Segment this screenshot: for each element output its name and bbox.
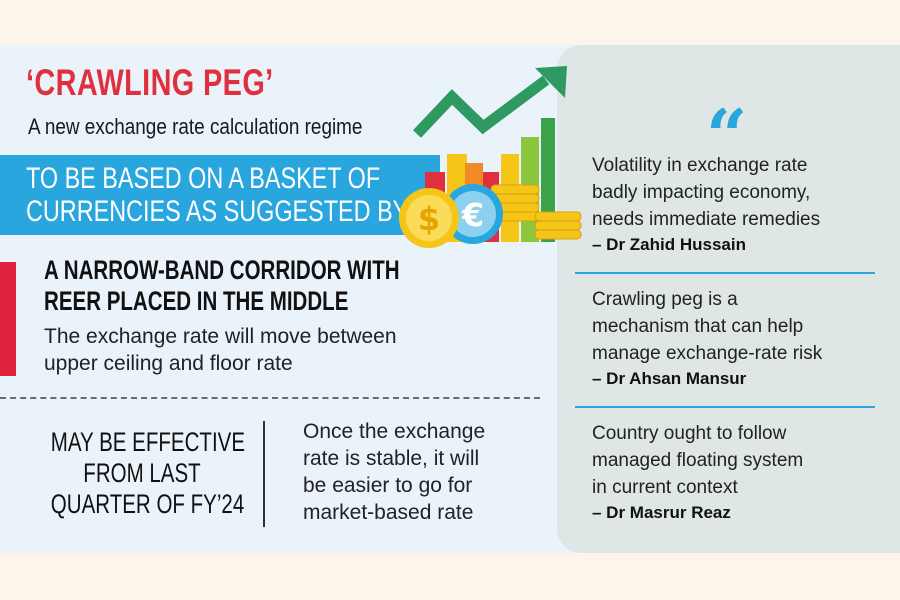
banner-line-2: CURRENCIES AS SUGGESTED BY IMF: [26, 195, 455, 228]
quote-zahid-hussain: Volatility in exchange rate badly impact…: [592, 152, 892, 256]
corridor-title-line-1: A NARROW-BAND CORRIDOR WITH: [44, 255, 400, 285]
corridor-body-line-1: The exchange rate will move between: [44, 325, 397, 348]
corridor-description: The exchange rate will move between uppe…: [44, 323, 397, 377]
stable-rate-note: Once the exchange rate is stable, it wil…: [303, 418, 485, 526]
corridor-title-line-2: REER PLACED IN THE MIDDLE: [44, 286, 349, 316]
quotes-panel: [557, 45, 900, 553]
banner-line-1: TO BE BASED ON A BASKET OF: [26, 162, 381, 195]
basket-banner: [0, 155, 440, 235]
stable-line-3: be easier to go for: [303, 474, 473, 497]
quote-author: – Dr Zahid Hussain: [592, 235, 746, 254]
quote-text-line: mechanism that can help: [592, 316, 804, 337]
accent-bar: [0, 262, 16, 376]
subheading: A new exchange rate calculation regime: [28, 114, 363, 139]
dashed-divider: [0, 397, 540, 399]
stable-line-2: rate is stable, it will: [303, 447, 480, 470]
quote-text-line: Country ought to follow: [592, 423, 787, 444]
quote-text-line: in current context: [592, 477, 738, 498]
corridor-body-line-2: upper ceiling and floor rate: [44, 352, 293, 375]
vertical-divider: [263, 421, 265, 527]
euro-coin-icon: €: [443, 184, 503, 244]
basket-banner-text: TO BE BASED ON A BASKET OF CURRENCIES AS…: [26, 162, 455, 228]
effective-line-1: MAY BE EFFECTIVE: [50, 427, 246, 457]
quote-mark-icon: “: [706, 93, 748, 178]
quote-text-line: managed floating system: [592, 450, 804, 471]
effective-date-note: MAY BE EFFECTIVE FROM LAST QUARTER OF FY…: [22, 427, 262, 520]
svg-text:$: $: [418, 200, 440, 238]
corridor-title: A NARROW-BAND CORRIDOR WITH REER PLACED …: [44, 255, 400, 317]
quote-separator: [575, 272, 875, 274]
quote-ahsan-mansur: Crawling peg is a mechanism that can hel…: [592, 286, 892, 390]
dollar-coin-icon: $: [399, 188, 459, 248]
bar-green: [541, 118, 555, 242]
quote-text-line: badly impacting economy,: [592, 182, 811, 203]
rising-arrow-head: [535, 66, 567, 98]
svg-text:€: €: [461, 196, 484, 234]
quote-author: – Dr Ahsan Mansur: [592, 369, 747, 388]
coin-stack-left: [490, 184, 540, 222]
quote-author: – Dr Masrur Reaz: [592, 503, 731, 522]
quote-text-line: Volatility in exchange rate: [592, 155, 808, 176]
effective-line-3: QUARTER OF FY’24: [50, 489, 245, 519]
rising-arrow-line: [413, 75, 550, 138]
stable-line-1: Once the exchange: [303, 420, 486, 443]
quote-text-line: Crawling peg is a: [592, 289, 738, 310]
growth-illustration: € $: [399, 66, 582, 248]
quote-separator: [575, 406, 875, 408]
headline: ‘CRAWLING PEG’: [26, 62, 274, 103]
stable-line-4: market-based rate: [303, 501, 474, 524]
effective-line-2: FROM LAST: [83, 458, 201, 488]
coin-stack-right: [534, 211, 582, 240]
quote-text-line: manage exchange-rate risk: [592, 343, 823, 364]
quote-text-line: needs immediate remedies: [592, 209, 821, 230]
quote-masrur-reaz: Country ought to follow managed floating…: [592, 420, 892, 524]
